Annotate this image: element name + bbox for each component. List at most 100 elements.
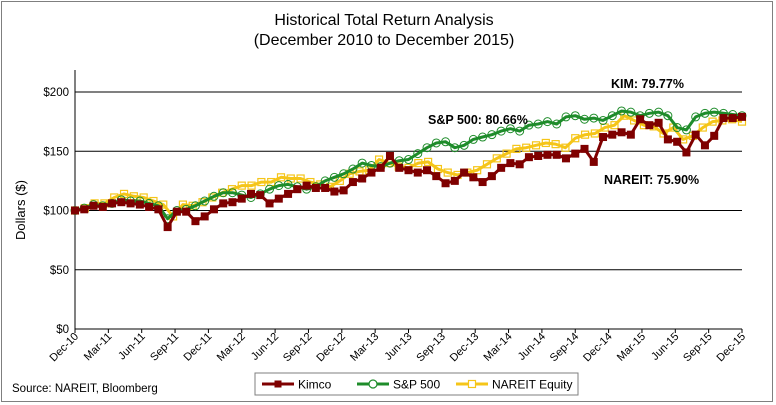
data-point (424, 157, 433, 167)
data-point (321, 183, 330, 192)
series-kimco (71, 112, 746, 232)
data-point (209, 191, 219, 201)
y-tick-label: $150 (43, 146, 69, 158)
data-point (598, 115, 608, 125)
x-tick-label: Sep-15 (681, 331, 715, 365)
series-layer (70, 106, 747, 232)
axes (74, 70, 742, 330)
data-point (570, 111, 580, 121)
data-point (469, 173, 478, 182)
data-point (395, 163, 404, 172)
data-point (663, 111, 673, 121)
data-point (599, 133, 608, 142)
data-point (200, 196, 210, 206)
data-point (265, 199, 274, 208)
data-point (182, 207, 191, 216)
legend-label: S&P 500 (393, 378, 440, 392)
data-point (71, 206, 79, 215)
data-point (505, 124, 515, 134)
x-tick-label: Jun-12 (249, 331, 281, 363)
data-point (682, 148, 691, 157)
data-point (163, 223, 172, 232)
x-tick-labels: Dec-10 Mar-11 Jun-11 Sep-11 Dec-11 Mar-12 Jun-… (48, 329, 748, 365)
data-point (542, 117, 552, 127)
legend-entry: NAREIT Equity (456, 378, 572, 392)
data-point (200, 212, 209, 221)
data-point (441, 137, 451, 147)
data-point (672, 123, 682, 133)
data-point (497, 163, 506, 172)
data-point (117, 198, 126, 207)
data-point (700, 141, 709, 150)
data-point (589, 113, 599, 123)
data-point (385, 151, 394, 160)
legend: Kimco S&P 500 NAREIT Equity (254, 372, 579, 396)
annotation-nareit: NAREIT: 75.90% (604, 173, 699, 187)
x-tick-label: Mar-15 (615, 331, 648, 364)
chart-title: Historical Total Return Analysis (274, 12, 493, 29)
data-point (487, 130, 497, 140)
data-point (710, 131, 719, 140)
data-point (644, 108, 654, 118)
data-point (738, 112, 746, 121)
data-point (543, 150, 552, 159)
data-point (571, 149, 580, 158)
data-point (492, 154, 501, 163)
data-point (487, 172, 496, 181)
x-tick-label: Jun-14 (516, 331, 548, 363)
data-point (719, 114, 728, 123)
data-point (502, 149, 511, 158)
data-point (443, 168, 452, 177)
data-point (404, 166, 413, 175)
data-point (414, 159, 423, 168)
chart-subtitle: (December 2010 to December 2015) (254, 32, 515, 49)
data-point (552, 119, 562, 129)
data-point (339, 169, 349, 179)
x-tick-label: Jun-11 (116, 331, 148, 363)
data-point (663, 135, 672, 144)
data-point (610, 121, 619, 130)
legend-label: Kimco (298, 378, 332, 392)
y-tick-label: $50 (50, 265, 69, 277)
legend-swatch-marker (368, 379, 378, 389)
data-point (533, 119, 543, 129)
x-tick-label: Sep-11 (148, 331, 181, 364)
data-point (709, 107, 719, 117)
x-tick-label: Mar-14 (482, 331, 515, 364)
y-tick-labels: $0 $50 $100 $150 $200 (43, 87, 69, 336)
data-point (80, 205, 89, 214)
data-point (247, 189, 256, 198)
data-point (283, 179, 293, 189)
data-point (450, 143, 460, 153)
data-point (571, 134, 580, 143)
data-point (190, 201, 200, 211)
data-point (460, 168, 469, 177)
data-point (274, 181, 284, 191)
data-point (708, 117, 717, 126)
data-point (524, 120, 534, 130)
legend-entry: Kimco (262, 378, 332, 392)
data-point (219, 199, 228, 208)
x-tick-label: Dec-13 (448, 331, 482, 365)
y-tick-label: $200 (43, 87, 69, 99)
data-point (191, 217, 200, 226)
data-point (531, 141, 541, 150)
data-point (422, 143, 432, 153)
data-point (198, 198, 207, 207)
data-point (237, 194, 246, 203)
data-point (626, 107, 636, 117)
data-point (673, 137, 682, 146)
data-point (468, 134, 478, 144)
data-point (228, 198, 237, 207)
data-point (108, 199, 117, 208)
data-point (339, 186, 348, 195)
data-point (119, 189, 129, 199)
x-tick-label: Jun-13 (382, 331, 414, 363)
data-point (691, 112, 701, 122)
source-note: Source: NAREIT, Bloomberg (12, 383, 158, 395)
data-point (645, 121, 654, 130)
data-point (515, 126, 525, 136)
x-tick-label: Sep-13 (414, 331, 448, 365)
data-point (608, 130, 617, 139)
